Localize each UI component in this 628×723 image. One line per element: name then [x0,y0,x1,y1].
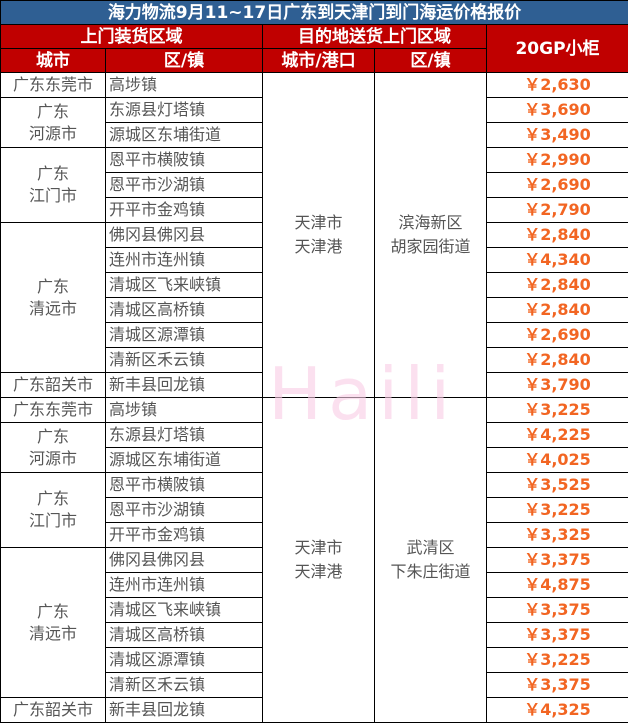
price-20gp: ￥3,375 [485,597,628,623]
price-20gp: ￥3,375 [485,622,628,648]
table-row: 开平市金鸡镇 ￥3,325 [1,522,628,548]
origin-town: 佛冈县佛冈县 [105,222,263,248]
table-row: 清城区飞来峡镇 ￥2,840 [1,272,628,298]
origin-town: 恩平市沙湖镇 [105,497,263,523]
table-row: 恩平市沙湖镇 ￥3,225 [1,497,628,523]
price-20gp: ￥4,325 [485,697,628,723]
price-20gp: ￥2,840 [485,222,628,248]
table-row: 广东东莞市 高埗镇 天津市 天津港 武清区 下朱庄街道 ￥3,225 [0,397,628,723]
origin-city: 广东 江门市 [0,472,106,548]
header-pickup: 上门装货区域 [0,24,263,49]
dest-city: 天津市 天津港 [262,397,375,723]
origin-town: 清新区禾云镇 [105,672,263,698]
origin-city: 广东 江门市 [0,147,106,223]
price-20gp: ￥2,840 [485,297,628,323]
price-20gp: ￥3,225 [485,647,628,673]
dest-town: 武清区 下朱庄街道 [374,397,487,723]
price-20gp: ￥2,990 [485,147,628,173]
origin-town: 连州市连州镇 [105,572,263,598]
origin-town: 佛冈县佛冈县 [105,547,263,573]
origin-city: 广东 清远市 [0,222,106,373]
header-dest-town: 区/镇 [374,48,487,73]
price-20gp: ￥3,790 [485,372,628,398]
table-row: 清城区高桥镇 ￥3,375 [1,622,628,648]
price-20gp: ￥4,875 [485,572,628,598]
origin-town: 源城区东埔街道 [105,122,263,148]
price-20gp: ￥2,840 [485,272,628,298]
origin-town: 东源县灯塔镇 [105,97,263,123]
table-row: 广东 江门市 恩平市横陂镇 ￥2,990 [0,147,628,223]
origin-town: 开平市金鸡镇 [105,522,263,548]
price-20gp: ￥4,340 [485,247,628,273]
origin-town: 东源县灯塔镇 [105,422,263,448]
origin-city: 广东 清远市 [0,547,106,698]
origin-town: 清城区源潭镇 [105,322,263,348]
table-row: 连州市连州镇 ￥4,340 [1,247,628,273]
origin-town: 源城区东埔街道 [105,447,263,473]
origin-city: 广东韶关市 [0,372,106,398]
origin-town: 恩平市横陂镇 [105,472,263,498]
price-20gp: ￥3,325 [485,522,628,548]
origin-town: 恩平市沙湖镇 [105,172,263,198]
dest-city: 天津市 天津港 [262,72,375,398]
origin-town: 新丰县回龙镇 [105,697,263,723]
price-20gp: ￥2,690 [485,322,628,348]
price-20gp: ￥3,525 [485,472,628,498]
table-row: 连州市连州镇 ￥4,875 [1,572,628,598]
origin-town: 新丰县回龙镇 [105,372,263,398]
table-row: 清新区禾云镇 ￥2,840 [1,347,628,373]
table-title: 海力物流9月11~17日广东到天津门到门海运价格报价 [0,0,628,25]
origin-town: 开平市金鸡镇 [105,197,263,223]
header-town: 区/镇 [105,48,263,73]
table-row: 广东韶关市 新丰县回龙镇 ￥3,790 [0,372,628,398]
origin-town: 高埗镇 [105,397,263,423]
dest-town: 滨海新区 胡家园街道 [374,72,487,398]
origin-city: 广东东莞市 [0,397,106,423]
table-row: 广东东莞市 高埗镇 天津市 天津港 滨海新区 胡家园街道 ￥2,630 [0,72,628,398]
price-20gp: ￥4,025 [485,447,628,473]
origin-town: 高埗镇 [105,72,263,98]
origin-town: 连州市连州镇 [105,247,263,273]
origin-town: 清城区飞来峡镇 [105,597,263,623]
origin-town: 清城区源潭镇 [105,647,263,673]
price-20gp: ￥4,225 [485,422,628,448]
price-20gp: ￥2,690 [485,172,628,198]
table-row: 广东韶关市 新丰县回龙镇 ￥4,325 [0,697,628,723]
header-dest-city: 城市/港口 [262,48,375,73]
price-20gp: ￥3,690 [485,97,628,123]
header-dest: 目的地送货上门区域 [262,24,487,49]
origin-town: 清新区禾云镇 [105,347,263,373]
price-20gp: ￥3,225 [485,497,628,523]
price-20gp: ￥3,375 [485,547,628,573]
origin-city: 广东 河源市 [0,422,106,473]
origin-town: 清城区飞来峡镇 [105,272,263,298]
price-20gp: ￥2,630 [485,72,628,98]
origin-city: 广东 河源市 [0,97,106,148]
table-row: 广东 清远市 佛冈县佛冈县 ￥2,840 [0,222,628,373]
header-city: 城市 [0,48,106,73]
origin-town: 恩平市横陂镇 [105,147,263,173]
origin-city: 广东韶关市 [0,697,106,723]
price-20gp: ￥3,225 [485,397,628,423]
origin-city: 广东东莞市 [0,72,106,98]
table-row: 清新区禾云镇 ￥3,375 [1,672,628,698]
price-20gp: ￥3,375 [485,672,628,698]
table-row: 广东 河源市 东源县灯塔镇 ￥3,690 [0,97,628,148]
table-row: 清城区高桥镇 ￥2,840 [1,297,628,323]
price-20gp: ￥3,490 [485,122,628,148]
table-row: 广东 清远市 佛冈县佛冈县 ￥3,375 [0,547,628,698]
table-row: 源城区东埔街道 ￥3,490 [1,122,628,148]
price-20gp: ￥2,790 [485,197,628,223]
table-row: 恩平市沙湖镇 ￥2,690 [1,172,628,198]
origin-town: 清城区高桥镇 [105,297,263,323]
header-price: 20GP小柜 [485,24,628,73]
price-20gp: ￥2,840 [485,347,628,373]
origin-town: 清城区高桥镇 [105,622,263,648]
